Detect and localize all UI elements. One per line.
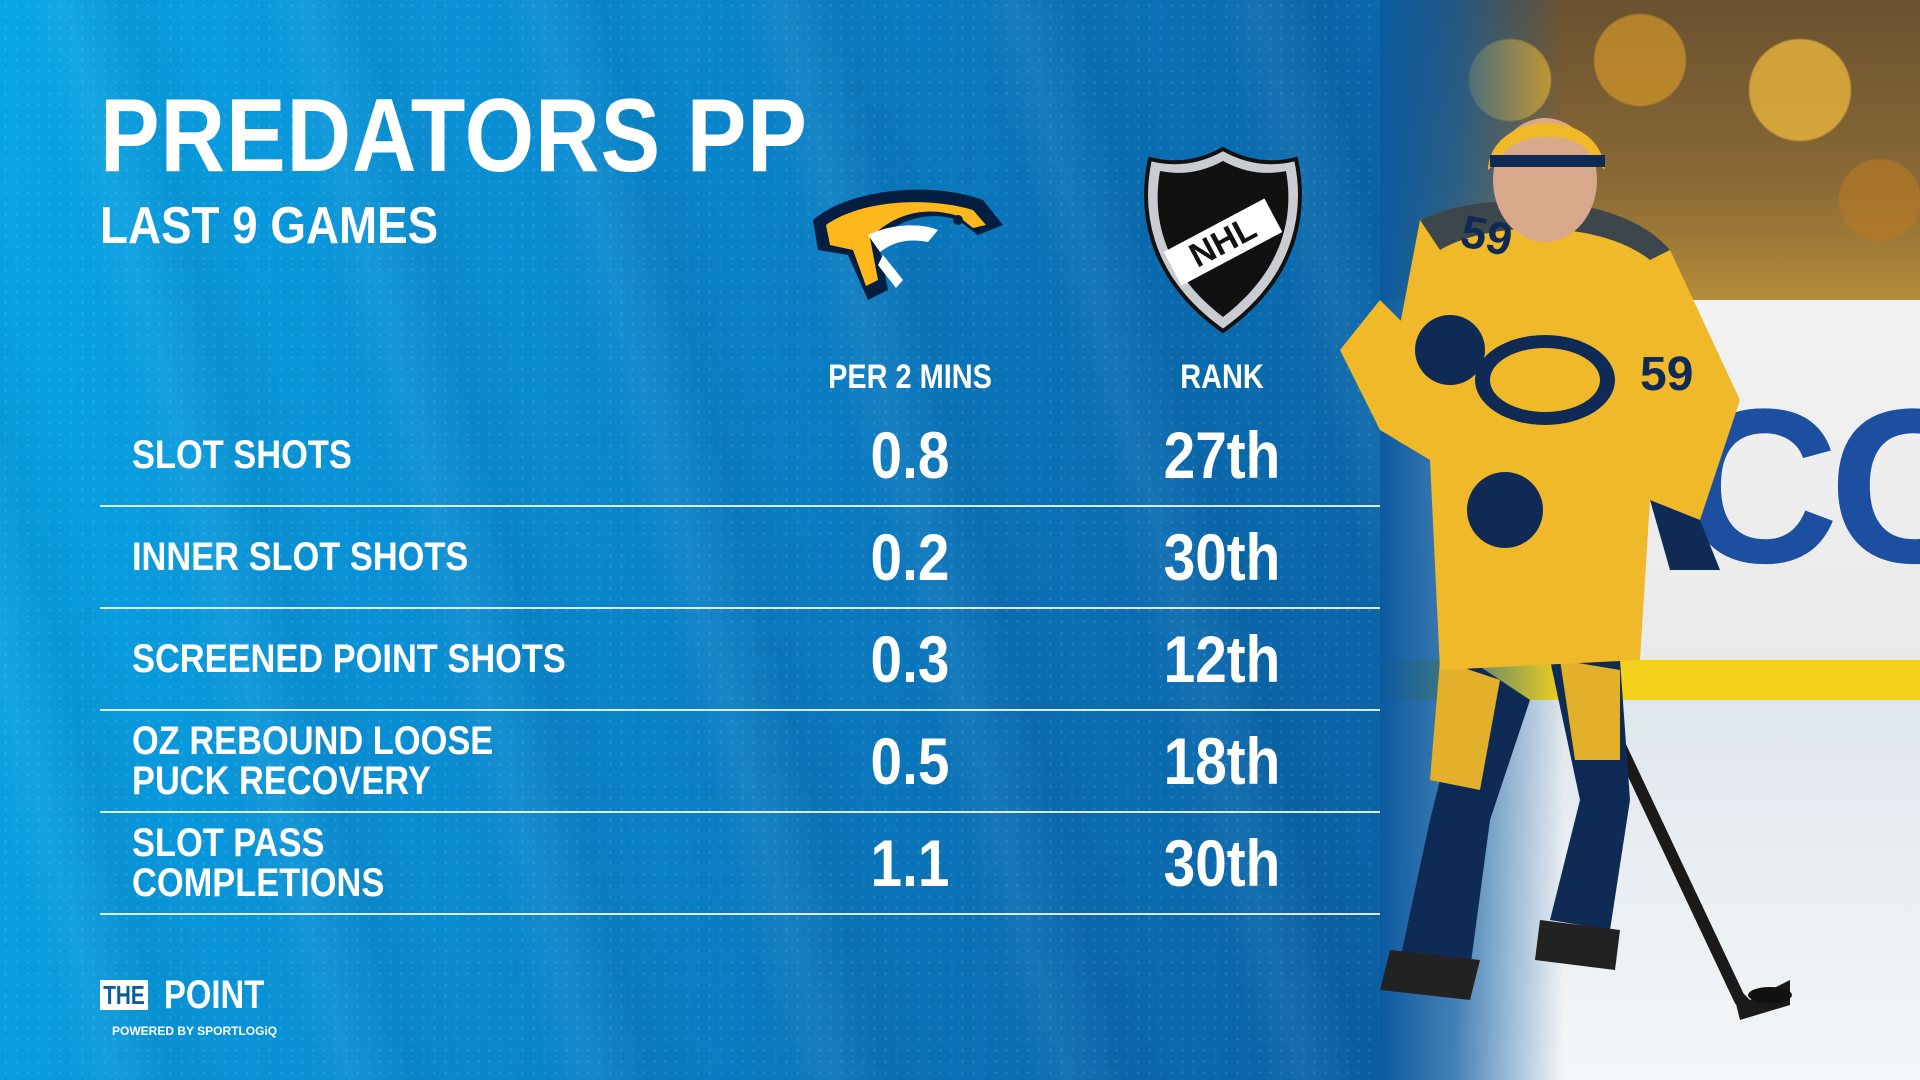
row-label: SCREENED POINT SHOTS bbox=[132, 637, 566, 681]
rank-value: 30th bbox=[1163, 826, 1281, 900]
nhl-logo: NHL bbox=[1144, 146, 1302, 334]
rank-value: 18th bbox=[1163, 724, 1281, 798]
table-row: SCREENED POINT SHOTS 0.3 12th bbox=[100, 609, 1380, 711]
row-label: SLOT PASS COMPLETIONS bbox=[132, 821, 385, 905]
rank-value: 12th bbox=[1163, 622, 1281, 696]
the-point-logo: THE POINT POWERED BY SPORTLOGiQ bbox=[100, 974, 340, 1040]
row-label: SLOT SHOTS bbox=[132, 433, 352, 477]
brand-powered-by: POWERED BY SPORTLOGiQ bbox=[112, 1024, 278, 1038]
brand-the: THE bbox=[100, 980, 148, 1010]
per-2-mins-value: 0.8 bbox=[870, 418, 950, 492]
stats-table: SLOT SHOTS 0.8 27th INNER SLOT SHOTS 0.2… bbox=[100, 405, 1380, 915]
svg-text:59: 59 bbox=[1640, 348, 1693, 401]
table-row: INNER SLOT SHOTS 0.2 30th bbox=[100, 507, 1380, 609]
chart-title: PREDATORS PP bbox=[100, 78, 808, 194]
chart-subtitle: LAST 9 GAMES bbox=[100, 197, 439, 255]
predators-logo bbox=[813, 189, 1003, 300]
per-2-mins-value: 0.2 bbox=[870, 520, 950, 594]
per-2-mins-value: 0.3 bbox=[870, 622, 950, 696]
column-header-per-2-mins: PER 2 MINS bbox=[828, 358, 992, 396]
per-2-mins-value: 0.5 bbox=[870, 724, 950, 798]
rank-value: 27th bbox=[1163, 418, 1281, 492]
table-row: SLOT PASS COMPLETIONS 1.1 30th bbox=[100, 813, 1380, 915]
table-row: SLOT SHOTS 0.8 27th bbox=[100, 405, 1380, 507]
brand-point: POINT bbox=[164, 973, 265, 1017]
rank-value: 30th bbox=[1163, 520, 1281, 594]
column-header-rank: RANK bbox=[1180, 358, 1264, 396]
hockey-player-image: 59 59 bbox=[1340, 118, 1792, 1020]
row-label: INNER SLOT SHOTS bbox=[132, 535, 469, 579]
table-row: OZ REBOUND LOOSE PUCK RECOVERY 0.5 18th bbox=[100, 711, 1380, 813]
row-label: OZ REBOUND LOOSE PUCK RECOVERY bbox=[132, 719, 494, 803]
per-2-mins-value: 1.1 bbox=[870, 826, 950, 900]
